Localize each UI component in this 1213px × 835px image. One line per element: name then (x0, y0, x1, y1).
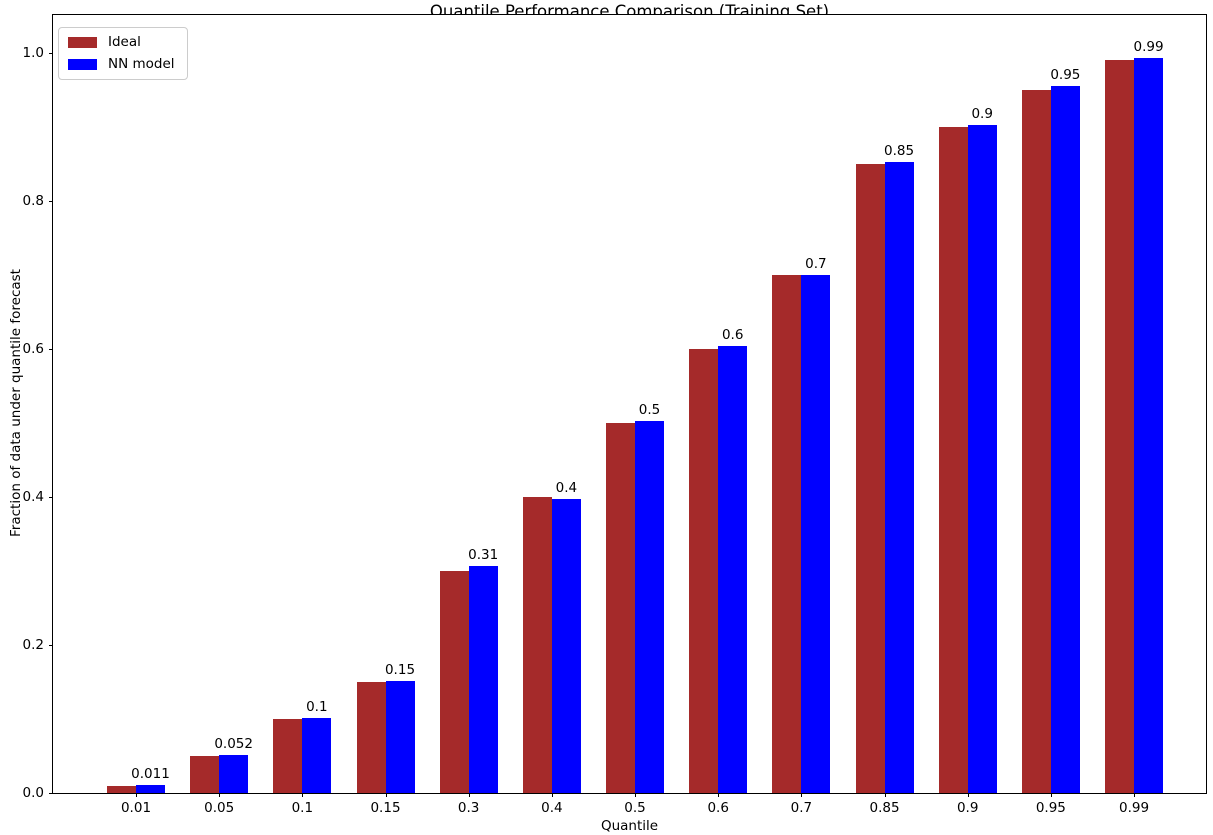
bar-nn-model-0.7 (801, 275, 831, 793)
legend-swatch-ideal (68, 37, 97, 48)
x-tick-label-0.9: 0.9 (956, 800, 979, 816)
x-tick-0.95 (1050, 793, 1052, 797)
x-tick-0.4 (551, 793, 553, 797)
bar-nn-model-0.5 (635, 420, 665, 793)
bar-value-label-0.9: 0.9 (971, 105, 993, 122)
bar-value-label-0.5: 0.5 (638, 401, 661, 418)
x-tick-label-0.85: 0.85 (869, 800, 900, 816)
bar-nn-model-0.3 (468, 565, 498, 793)
y-tick-label-0.8: 0.8 (22, 193, 44, 210)
bar-value-label-0.05: 0.052 (214, 735, 253, 752)
bar-ideal-0.99 (1105, 60, 1135, 793)
y-tick-label-1.0: 1.0 (22, 45, 44, 62)
bar-value-label-0.1: 0.1 (306, 699, 328, 716)
bar-nn-model-0.99 (1134, 58, 1164, 793)
bar-ideal-0.6 (689, 349, 719, 793)
x-tick-label-0.5: 0.5 (624, 800, 646, 816)
x-tick-0.9 (967, 793, 969, 797)
bar-ideal-0.4 (522, 497, 552, 793)
x-tick-0.1 (302, 793, 304, 797)
x-tick-0.01 (136, 793, 137, 797)
bar-value-label-0.99: 0.99 (1133, 39, 1164, 56)
bar-ideal-0.3 (439, 571, 469, 793)
bar-nn-model-0.01 (136, 784, 165, 793)
y-tick-0.2 (49, 644, 53, 646)
y-tick-0.8 (49, 200, 53, 202)
bar-nn-model-0.9 (967, 124, 997, 793)
bar-ideal-0.01 (107, 785, 136, 793)
x-tick-0.6 (718, 793, 720, 797)
bar-ideal-0.95 (1021, 90, 1051, 793)
legend-item-nn-model: NN model (68, 57, 175, 72)
legend: Ideal NN model (58, 27, 188, 80)
bar-ideal-0.5 (606, 423, 636, 793)
x-tick-0.99 (1134, 793, 1136, 797)
bar-value-label-0.6: 0.6 (721, 327, 744, 344)
legend-label-nn-model: NN model (108, 56, 175, 72)
x-tick-label-0.05: 0.05 (204, 800, 235, 816)
x-tick-label-0.95: 0.95 (1035, 800, 1066, 816)
bar-nn-model-0.1 (302, 718, 332, 793)
y-tick-label-0.4: 0.4 (22, 489, 44, 505)
bar-value-label-0.95: 0.95 (1050, 67, 1081, 84)
plot-area: Ideal NN model 0.011 0.01 0.052 0.05 0.1 0.1 0.… (23, 14, 1207, 816)
x-tick-label-0.7: 0.7 (790, 800, 813, 816)
y-tick-1.0 (49, 52, 53, 54)
bar-ideal-0.05 (190, 756, 220, 793)
x-tick-label-0.01: 0.01 (120, 800, 152, 816)
legend-swatch-nn-model (68, 59, 97, 70)
x-tick-0.3 (468, 793, 470, 797)
x-tick-0.85 (884, 793, 886, 797)
bar-ideal-0.1 (273, 719, 303, 793)
y-tick-0.4 (49, 496, 53, 498)
bar-ideal-0.15 (356, 682, 386, 793)
bar-nn-model-0.6 (718, 346, 748, 793)
bar-ideal-0.7 (772, 275, 802, 793)
bar-value-label-0.7: 0.7 (805, 256, 827, 273)
bar-nn-model-0.85 (884, 161, 914, 793)
x-tick-label-0.3: 0.3 (457, 800, 480, 816)
x-tick-0.05 (219, 793, 221, 797)
y-tick-label-0.2: 0.2 (22, 637, 44, 653)
x-tick-label-0.1: 0.1 (291, 800, 314, 816)
bar-value-label-0.85: 0.85 (883, 142, 915, 159)
x-tick-label-0.99: 0.99 (1119, 800, 1150, 816)
x-tick-label-0.4: 0.4 (541, 800, 563, 816)
y-tick-label-0.0: 0.0 (22, 785, 44, 801)
bar-value-label-0.01: 0.011 (131, 765, 170, 782)
x-tick-0.5 (635, 793, 637, 797)
x-tick-0.7 (801, 793, 803, 797)
bar-nn-model-0.4 (551, 499, 581, 793)
legend-item-ideal: Ideal (68, 35, 175, 50)
x-tick-0.15 (385, 793, 387, 797)
bar-nn-model-0.95 (1050, 86, 1080, 793)
legend-label-ideal: Ideal (108, 34, 141, 50)
bar-value-label-0.4: 0.4 (555, 480, 578, 497)
bar-ideal-0.9 (938, 127, 968, 793)
x-axis-label: Quantile (600, 818, 659, 834)
y-tick-0.0 (49, 792, 53, 794)
bar-value-label-0.3: 0.31 (468, 546, 499, 563)
bar-value-label-0.15: 0.15 (384, 661, 416, 678)
bar-nn-model-0.05 (219, 754, 249, 793)
x-tick-label-0.6: 0.6 (707, 800, 729, 816)
y-tick-0.6 (49, 348, 53, 350)
x-tick-label-0.15: 0.15 (370, 800, 401, 816)
bar-nn-model-0.15 (385, 680, 415, 793)
y-tick-label-0.6: 0.6 (22, 341, 44, 358)
bar-ideal-0.85 (855, 164, 885, 793)
